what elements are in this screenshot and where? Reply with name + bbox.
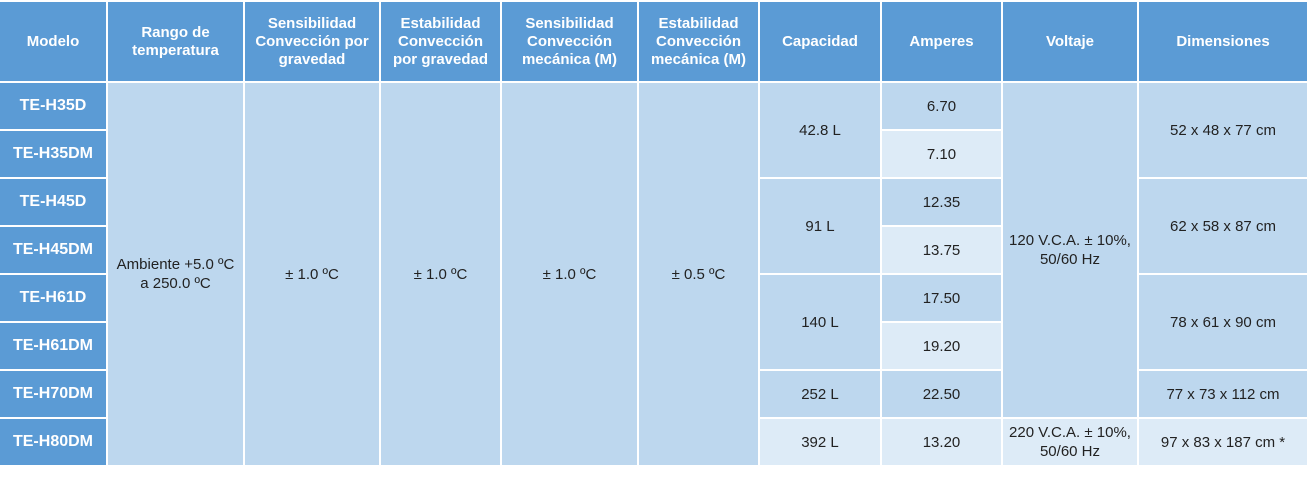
amperes: 7.10 (880, 129, 1003, 179)
row: TE-H61D 140 L 17.50 78 x 61 x 90 cm (0, 273, 1308, 371)
header-cell: Estabilidad Convección mecánica (M) (637, 0, 760, 83)
capacity: 392 L (758, 417, 882, 467)
stability: ± 0.5 ºC (637, 81, 760, 467)
capacity: 42.8 L (758, 81, 882, 179)
header-cell: Sensibilidad Convección por gravedad (243, 0, 381, 83)
row: TE-H70DM 252 L 22.50 77 x 73 x 112 cm (0, 369, 1308, 419)
capacity: 140 L (758, 273, 882, 371)
model: TE-H45DM (0, 225, 108, 275)
dimensions: 52 x 48 x 77 cm (1137, 81, 1308, 179)
model: TE-H45D (0, 177, 108, 227)
dimensions: 97 x 83 x 187 cm * (1137, 417, 1308, 467)
row: TE-H61DM 19.20 (0, 321, 1308, 371)
model: TE-H61D (0, 273, 108, 323)
header-cell: Amperes (880, 0, 1003, 83)
stability: ± 1.0 ºC (379, 81, 502, 467)
header-cell: Sensibilidad Convección mecánica (M) (500, 0, 639, 83)
header-cell: Voltaje (1001, 0, 1139, 83)
amperes: 22.50 (880, 369, 1003, 419)
amperes: 13.75 (880, 225, 1003, 275)
model: TE-H35D (0, 81, 108, 131)
amperes: 12.35 (880, 177, 1003, 227)
voltage: 220 V.C.A. ± 10%, 50/60 Hz (1001, 417, 1139, 467)
dimensions: 78 x 61 x 90 cm (1137, 273, 1308, 371)
header-cell: Capacidad (758, 0, 882, 83)
amperes: 13.20 (880, 417, 1003, 467)
row: TE-H45DM 13.75 (0, 225, 1308, 275)
sensitivity: ± 1.0 ºC (500, 81, 639, 467)
amperes: 19.20 (880, 321, 1003, 371)
amperes: 17.50 (880, 273, 1003, 323)
row: TE-H35D Ambiente +5.0 ºC a 250.0 ºC ± 1.… (0, 81, 1308, 467)
header-cell: Estabilidad Convección por gravedad (379, 0, 502, 83)
model: TE-H70DM (0, 369, 108, 419)
row: TE-H80DM 392 L 13.20 220 V.C.A. ± 10%, 5… (0, 417, 1308, 467)
range: Ambiente +5.0 ºC a 250.0 ºC (106, 81, 245, 467)
capacity: 252 L (758, 369, 882, 419)
row: TE-H45D 91 L 12.35 62 x 58 x 87 cm (0, 177, 1308, 275)
dimensions: 62 x 58 x 87 cm (1137, 177, 1308, 275)
amperes: 6.70 (880, 81, 1003, 131)
model: TE-H80DM (0, 417, 108, 467)
header-row: Modelo Rango de temperatura Sensibilidad… (0, 0, 1308, 83)
model: TE-H35DM (0, 129, 108, 179)
spec-table: Modelo Rango de temperatura Sensibilidad… (0, 0, 1308, 467)
sensitivity: ± 1.0 ºC (243, 81, 381, 467)
header-cell: Dimensiones (1137, 0, 1308, 83)
header-cell: Modelo (0, 0, 108, 83)
row: TE-H35DM 7.10 (0, 129, 1308, 179)
dimensions: 77 x 73 x 112 cm (1137, 369, 1308, 419)
capacity: 91 L (758, 177, 882, 275)
header-cell: Rango de temperatura (106, 0, 245, 83)
model: TE-H61DM (0, 321, 108, 371)
voltage: 120 V.C.A. ± 10%, 50/60 Hz (1001, 81, 1139, 419)
